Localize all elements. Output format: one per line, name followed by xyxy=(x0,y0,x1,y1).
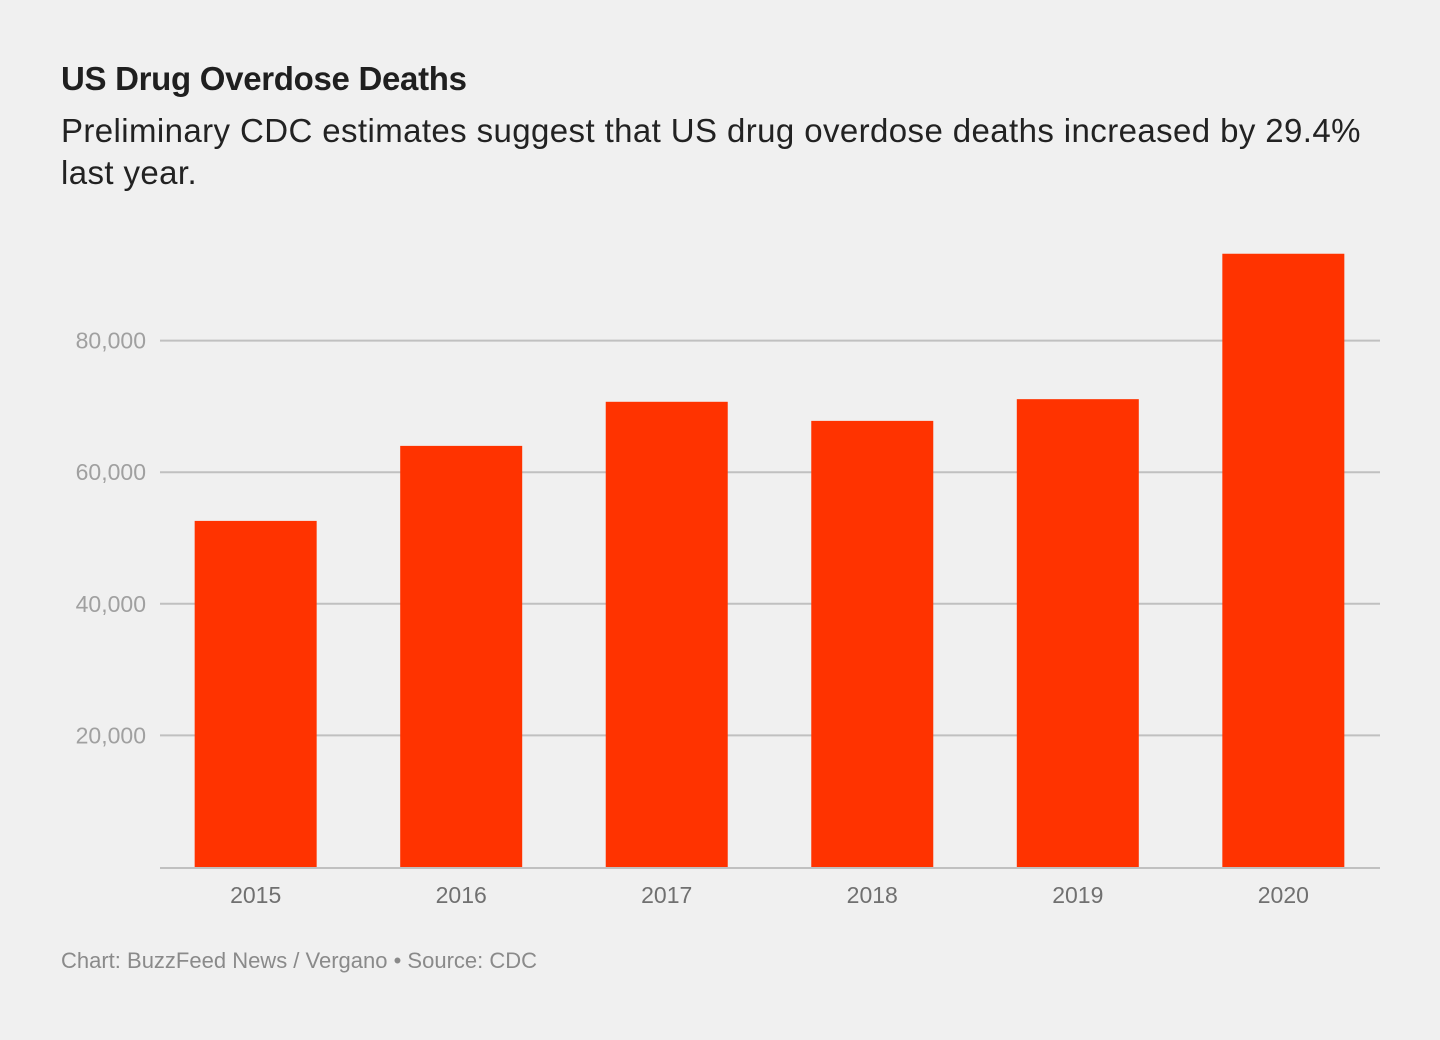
bar-2016 xyxy=(400,445,523,867)
bar-2015 xyxy=(194,520,317,867)
gridlines xyxy=(160,339,1380,737)
y-tick-label: 60,000 xyxy=(76,459,146,485)
bar-2019 xyxy=(1016,399,1139,867)
bar-2018 xyxy=(811,420,934,867)
x-tick-label: 2016 xyxy=(436,882,487,908)
y-tick-label: 20,000 xyxy=(76,722,146,748)
x-tick-label: 2015 xyxy=(230,882,281,908)
chart-subtitle: Preliminary CDC estimates suggest that U… xyxy=(61,112,1361,191)
x-tick-label: 2017 xyxy=(641,882,692,908)
y-axis-labels: 20,000 40,000 60,000 80,000 xyxy=(76,328,146,749)
bars xyxy=(194,253,1345,867)
chart-title: US Drug Overdose Deaths xyxy=(61,60,467,97)
source-credit: Chart: BuzzFeed News / Vergano • Source:… xyxy=(61,948,538,973)
x-axis-labels: 2015 2016 2017 2018 2019 2020 xyxy=(230,882,1309,908)
y-tick-label: 40,000 xyxy=(76,591,146,617)
x-tick-label: 2019 xyxy=(1052,882,1103,908)
x-tick-label: 2018 xyxy=(847,882,898,908)
y-tick-label: 80,000 xyxy=(76,328,146,354)
bar-2017 xyxy=(605,401,728,867)
x-tick-label: 2020 xyxy=(1258,882,1309,908)
bar-2020 xyxy=(1222,253,1345,867)
